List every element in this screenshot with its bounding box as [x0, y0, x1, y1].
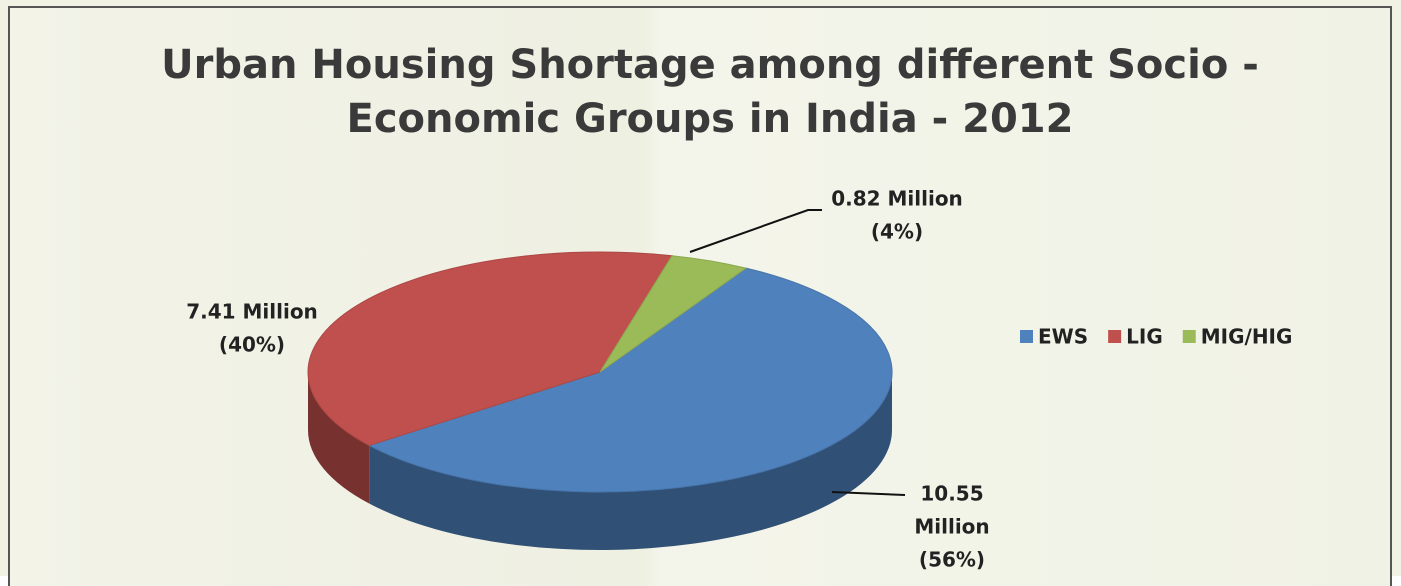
legend-label: LIG — [1126, 325, 1163, 349]
legend-swatch — [1108, 330, 1122, 343]
leader-line — [831, 491, 906, 496]
leader-line — [689, 209, 822, 253]
legend-swatch — [1182, 330, 1196, 343]
legend-label: MIG/HIG — [1201, 325, 1293, 349]
data-label: 7.41 Million — [186, 300, 318, 324]
data-label: (56%) — [919, 548, 985, 572]
data-label: 10.55 — [920, 482, 983, 506]
data-label: (4%) — [871, 220, 923, 244]
chart-title: Urban Housing Shortage among different S… — [161, 42, 1259, 142]
data-label: Million — [914, 515, 989, 539]
pie-side — [369, 372, 892, 551]
data-label: 0.82 Million — [831, 187, 963, 211]
pie-slice — [307, 251, 673, 447]
legend-label: EWS — [1038, 325, 1088, 349]
pie-side — [308, 372, 370, 504]
data-label: (40%) — [219, 333, 285, 357]
legend-swatch — [1020, 330, 1033, 343]
pie-slice — [599, 255, 748, 373]
pie-slice — [367, 267, 893, 493]
